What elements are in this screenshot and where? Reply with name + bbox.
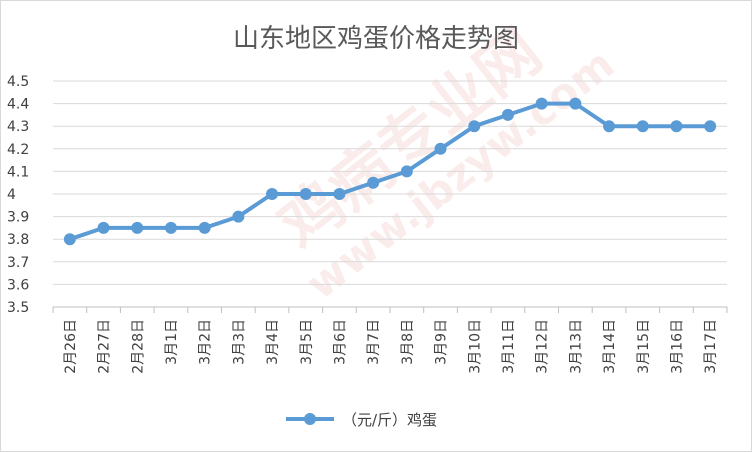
y-tick-label: 4.5 (7, 74, 29, 90)
x-tick-label: 3月6日 (332, 319, 348, 365)
data-point (434, 142, 447, 155)
data-point (367, 176, 380, 189)
x-tick-label: 3月4日 (265, 319, 281, 365)
chart-title: 山东地区鸡蛋价格走势图 (233, 24, 519, 54)
x-tick-label: 3月15日 (636, 319, 652, 374)
data-point (569, 97, 582, 110)
x-tick-label: 3月3日 (231, 319, 247, 365)
x-tick-label: 3月13日 (568, 319, 584, 374)
x-tick-label: 3月9日 (434, 319, 450, 365)
data-point (333, 188, 346, 200)
data-point (299, 188, 312, 200)
legend: （元/斤）鸡蛋 (286, 411, 437, 429)
y-tick-label: 4.1 (7, 164, 29, 180)
x-tick-label: 3月16日 (669, 319, 685, 374)
data-point (97, 221, 110, 234)
x-axis (52, 306, 728, 313)
y-tick-label: 4.3 (7, 119, 29, 135)
x-tick-label: 3月17日 (703, 319, 719, 374)
y-tick-label: 4.2 (7, 142, 29, 158)
legend-label: （元/斤）鸡蛋 (342, 411, 437, 429)
x-tick-label: 3月12日 (535, 319, 551, 374)
y-tick-label: 4.4 (7, 97, 29, 113)
y-tick-label: 3.5 (7, 300, 29, 316)
y-tick-label: 4 (7, 187, 16, 203)
data-point (266, 188, 279, 200)
data-point (198, 221, 211, 234)
data-point (535, 97, 548, 110)
y-tick-label: 3.7 (7, 255, 29, 271)
y-axis-ticks: 3.5 3.6 3.7 3.8 3.9 4 4.1 4.2 4.3 4.4 4.5 (7, 74, 29, 316)
series-layer (63, 97, 717, 246)
data-point (636, 120, 649, 133)
x-tick-label: 2月26日 (63, 319, 79, 374)
data-point (468, 120, 481, 133)
legend-marker-icon (304, 413, 316, 425)
x-axis-ticks: 2月26日 2月27日 2月28日 3月1日 3月2日 3月3日 3月4日 3月5日 3月6日 3… (63, 319, 719, 374)
data-point (603, 120, 616, 133)
data-point (131, 221, 144, 234)
x-tick-label: 2月27日 (97, 319, 113, 374)
data-point (704, 120, 717, 133)
data-point (670, 120, 683, 133)
gridlines (53, 80, 727, 308)
data-point (232, 210, 245, 223)
x-tick-label: 2月28日 (130, 319, 146, 374)
x-tick-label: 3月2日 (198, 319, 214, 365)
x-tick-label: 3月7日 (366, 319, 382, 365)
x-tick-label: 3月11日 (501, 319, 517, 374)
y-tick-label: 3.9 (7, 210, 29, 226)
data-point (164, 221, 177, 234)
data-point (501, 108, 514, 121)
y-tick-label: 3.6 (7, 277, 29, 293)
x-tick-label: 3月8日 (400, 319, 416, 365)
x-tick-label: 3月1日 (164, 319, 180, 365)
data-point (400, 165, 413, 178)
x-tick-label: 3月14日 (602, 319, 618, 374)
x-tick-label: 3月5日 (299, 319, 315, 365)
data-point (63, 233, 76, 246)
y-tick-label: 3.8 (7, 232, 29, 248)
x-tick-label: 3月10日 (467, 319, 483, 374)
